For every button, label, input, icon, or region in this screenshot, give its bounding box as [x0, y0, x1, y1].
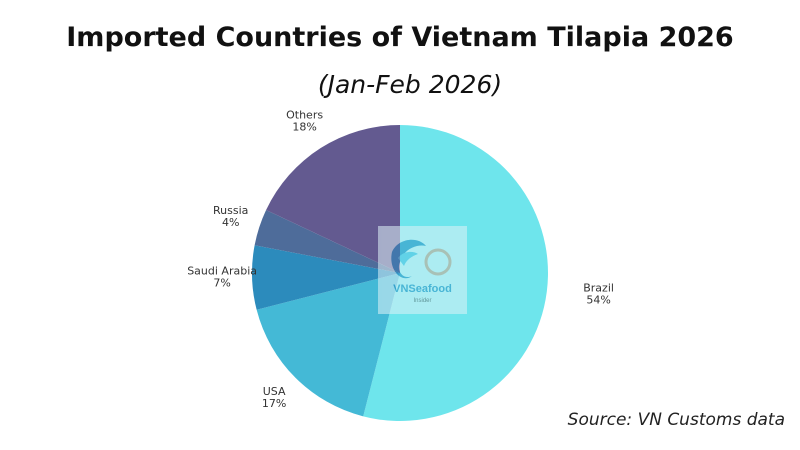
fish-icon-accent	[398, 251, 418, 266]
pie-slice-russia	[254, 209, 400, 273]
pie-slice-usa	[256, 273, 400, 417]
pie-label-usa: USA 17%	[262, 385, 286, 410]
pie-labels: Brazil 54% USA 17% Saudi Arabia 7% Russia 4% Oth…	[187, 109, 614, 410]
pie-slice-others	[266, 124, 400, 273]
logo-brand-text: VNSeafood	[393, 283, 452, 295]
pie-slice-saudi-arabia	[251, 245, 400, 310]
source-note: Source: VN Customs data	[567, 410, 785, 430]
vnseafood-logo-watermark: VNSeafood Insider	[378, 226, 467, 314]
shrimp-icon-tail	[427, 267, 449, 275]
pie-label-russia: Russia 4%	[213, 204, 248, 229]
logo-background	[378, 226, 467, 314]
fish-icon	[391, 239, 426, 279]
pie-label-others: Others 18%	[286, 109, 323, 134]
pie-label-saudi-arabia: Saudi Arabia 7%	[187, 265, 257, 290]
chart-subtitle: (Jan-Feb 2026)	[317, 70, 503, 99]
logo-tagline-text: Insider	[413, 298, 431, 304]
chart-title: Imported Countries of Vietnam Tilapia 20…	[66, 22, 734, 53]
pie-label-brazil: Brazil 54%	[583, 281, 614, 306]
